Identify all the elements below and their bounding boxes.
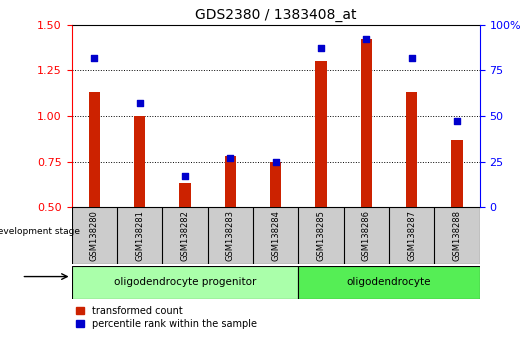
Bar: [298, 266, 480, 299]
Bar: [270, 161, 281, 207]
Bar: [72, 266, 298, 299]
Bar: [89, 92, 100, 207]
Bar: [360, 39, 372, 207]
Text: GSM138286: GSM138286: [362, 210, 371, 261]
Text: oligodendrocyte: oligodendrocyte: [347, 277, 431, 287]
Bar: [134, 116, 145, 207]
Text: GSM138281: GSM138281: [135, 210, 144, 261]
Text: development stage: development stage: [0, 227, 80, 236]
Text: GSM138282: GSM138282: [180, 210, 189, 261]
Title: GDS2380 / 1383408_at: GDS2380 / 1383408_at: [195, 8, 356, 22]
Text: GSM138283: GSM138283: [226, 210, 235, 261]
Text: GSM138284: GSM138284: [271, 210, 280, 261]
Point: [408, 55, 416, 61]
Point: [362, 36, 370, 42]
Legend: transformed count, percentile rank within the sample: transformed count, percentile rank withi…: [76, 306, 257, 329]
Point: [317, 46, 325, 51]
Point: [226, 155, 234, 161]
Point: [90, 55, 99, 61]
Point: [271, 159, 280, 164]
Text: GSM138280: GSM138280: [90, 210, 99, 261]
Bar: [179, 183, 191, 207]
Text: GSM138287: GSM138287: [407, 210, 416, 261]
Bar: [225, 156, 236, 207]
Point: [453, 119, 461, 124]
Bar: [406, 92, 417, 207]
Text: GSM138285: GSM138285: [316, 210, 325, 261]
Text: GSM138288: GSM138288: [453, 210, 462, 261]
Bar: [315, 61, 326, 207]
Point: [135, 100, 144, 106]
Text: oligodendrocyte progenitor: oligodendrocyte progenitor: [114, 277, 256, 287]
Bar: [452, 139, 463, 207]
Point: [181, 173, 189, 179]
